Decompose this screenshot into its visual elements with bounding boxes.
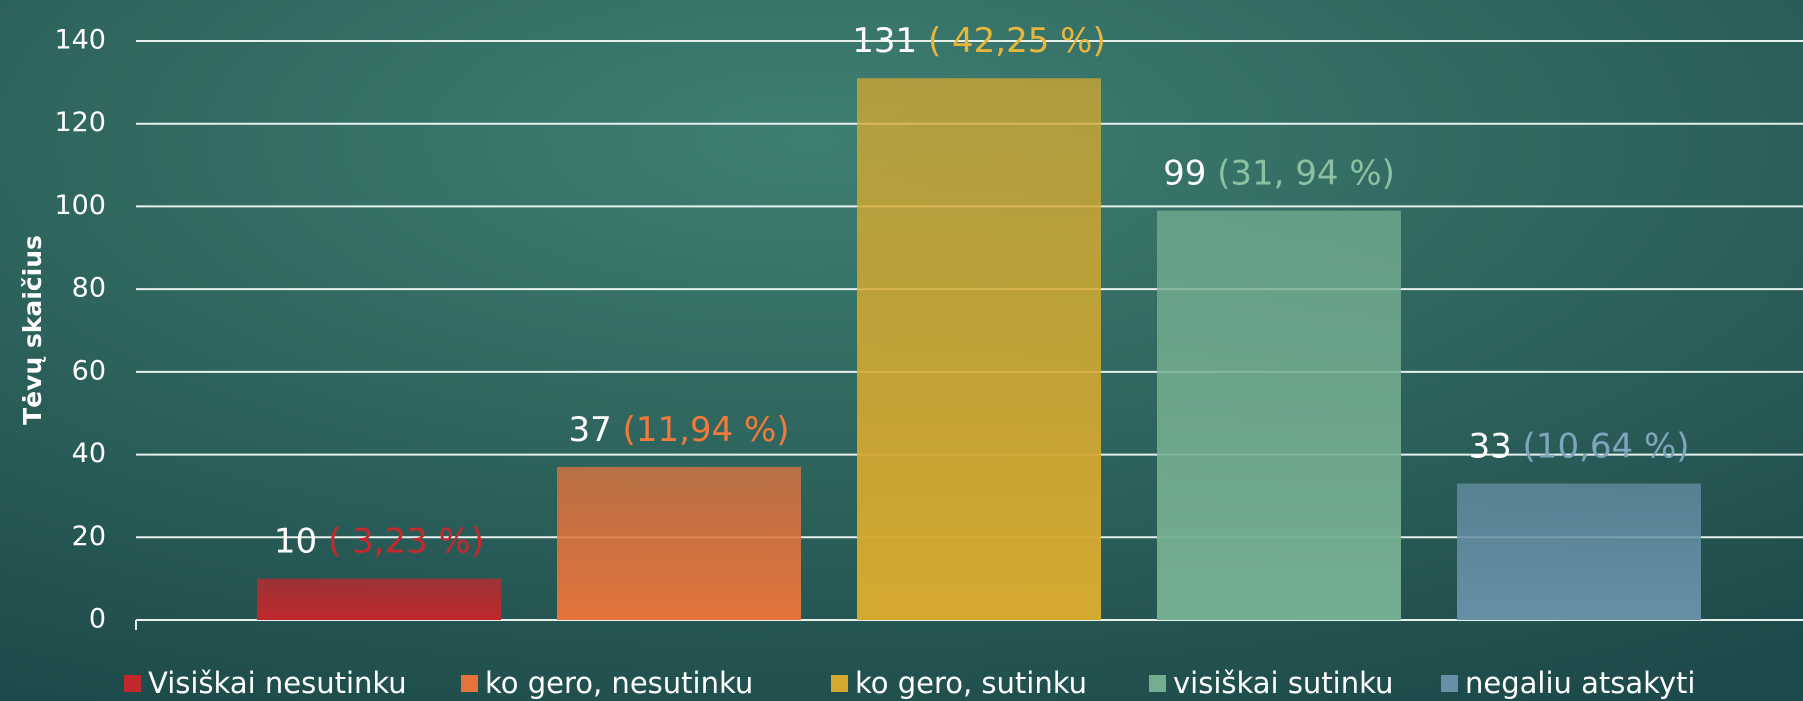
data-label-percent: (31, 94 %) [1217, 153, 1395, 193]
data-label-count: 99 [1163, 153, 1206, 193]
y-axis-label: Tėvų skaičius [18, 235, 47, 425]
y-tick-label: 140 [54, 25, 106, 56]
data-label-count: 37 [568, 409, 611, 449]
bar [1157, 210, 1401, 621]
bar [557, 466, 801, 620]
data-label: 10 ( 3,23 %) [274, 521, 484, 561]
legend-label: ko gero, sutinku [855, 666, 1087, 700]
y-tick-label: 120 [54, 107, 106, 138]
legend-swatch [1441, 675, 1458, 692]
legend-swatch [1149, 675, 1166, 692]
legend-swatch [124, 675, 141, 692]
legend-swatch [461, 675, 478, 692]
data-label: 131 ( 42,25 %) [852, 21, 1106, 61]
bar [257, 578, 501, 620]
data-label-count: 33 [1468, 426, 1511, 466]
legend-label: negaliu atsakyti [1465, 666, 1696, 700]
data-label-percent: (11,94 %) [623, 409, 790, 449]
data-label-percent: (10,64 %) [1523, 426, 1690, 466]
y-tick-label: 80 [72, 273, 106, 304]
y-tick-label: 100 [54, 190, 106, 221]
legend-swatch [831, 675, 848, 692]
legend-label: ko gero, nesutinku [485, 666, 753, 700]
legend-label: Visiškai nesutinku [148, 666, 407, 700]
legend-label: visiškai sutinku [1173, 666, 1393, 700]
y-tick-label: 60 [72, 355, 106, 386]
y-tick-label: 20 [72, 521, 106, 552]
data-label-count: 10 [274, 521, 317, 561]
data-label: 99 (31, 94 %) [1163, 153, 1395, 193]
y-tick-label: 0 [89, 604, 106, 635]
bar [857, 78, 1101, 620]
data-label-percent: ( 42,25 %) [928, 21, 1106, 61]
bar [1457, 483, 1701, 620]
data-label: 37 (11,94 %) [568, 409, 789, 449]
data-label-percent: ( 3,23 %) [328, 521, 484, 561]
data-label: 33 (10,64 %) [1468, 426, 1689, 466]
y-tick-label: 40 [72, 438, 106, 469]
data-label-count: 131 [852, 21, 917, 61]
